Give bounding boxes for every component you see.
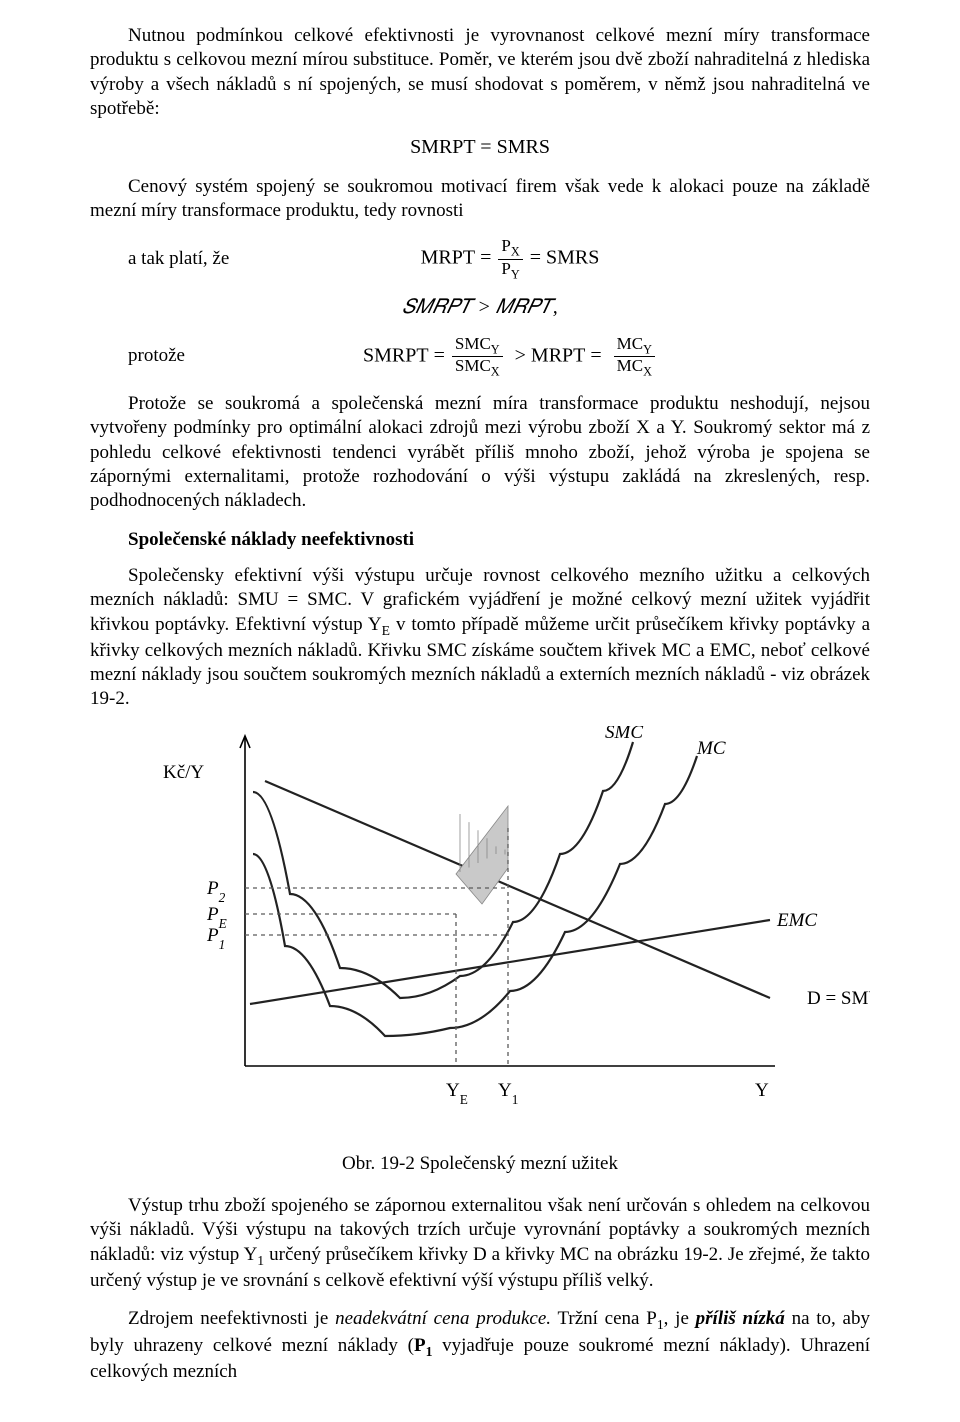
paragraph-3: Protože se soukromá a společenská mezní …: [90, 392, 870, 514]
figure-caption: Obr. 19-2 Společenský mezní užitek: [90, 1152, 870, 1176]
subheading-costs: Společenské náklady neefektivnosti: [90, 528, 870, 552]
equation-smrpt-smrs: SMRPT = SMRS: [90, 135, 870, 161]
svg-text:P2: P2: [206, 878, 226, 905]
svg-text:YE: YE: [446, 1080, 468, 1107]
svg-text:Y1: Y1: [498, 1080, 518, 1107]
paragraph-2: Cenový systém spojený se soukromou motiv…: [90, 175, 870, 224]
equation-smrpt-frac-row: protože SMRPT = SMCYSMCX > MRPT = MCYMCX: [90, 335, 870, 378]
equation-ineq: 𝑆𝑀𝑅𝑃𝑇 > 𝑀𝑅𝑃𝑇,: [90, 295, 870, 321]
paragraph-intro: Nutnou podmínkou celkové efektivnosti je…: [90, 24, 870, 121]
paragraph-4: Společensky efektivní výši výstupu určuj…: [90, 564, 870, 712]
eq-label-protoze: protože: [90, 344, 270, 368]
page: Nutnou podmínkou celkové efektivnosti je…: [0, 0, 960, 1422]
paragraph-6: Zdrojem neefektivnosti je neadekvátní ce…: [90, 1307, 870, 1384]
figure-19-2: Kč/YP2PEP1SMCMCEMCD = SMUYEY1Y: [90, 726, 870, 1146]
svg-text:Y: Y: [755, 1080, 769, 1101]
eq-label-atak: a tak platí, že: [90, 247, 270, 271]
svg-text:EMC: EMC: [776, 910, 817, 931]
svg-text:Kč/Y: Kč/Y: [163, 762, 204, 783]
chart-svg: Kč/YP2PEP1SMCMCEMCD = SMUYEY1Y: [90, 726, 870, 1146]
svg-text:SMC: SMC: [605, 726, 643, 743]
svg-text:MC: MC: [696, 738, 726, 759]
eq-mrpt: MRPT = PXPY = SMRS: [270, 237, 750, 280]
equation-mrpt-row: a tak platí, že MRPT = PXPY = SMRS: [90, 237, 870, 280]
eq-smrpt-frac: SMRPT = SMCYSMCX > MRPT = MCYMCX: [270, 335, 750, 378]
paragraph-5: Výstup trhu zboží spojeného se zápornou …: [90, 1194, 870, 1293]
svg-text:D = SMU: D = SMU: [807, 988, 870, 1009]
